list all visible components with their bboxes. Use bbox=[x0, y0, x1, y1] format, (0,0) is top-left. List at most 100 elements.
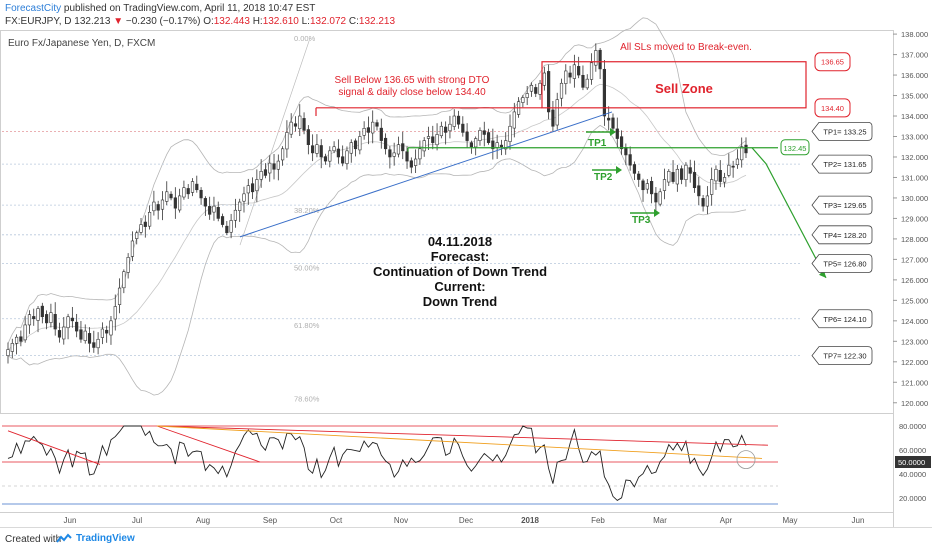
upper-band bbox=[7, 17, 747, 344]
level-tag-box bbox=[814, 98, 851, 118]
price-tick-label: 132.000 bbox=[901, 153, 928, 162]
candle-body bbox=[255, 179, 259, 192]
candle-body bbox=[199, 189, 203, 199]
candle-body bbox=[624, 147, 628, 156]
candle-body bbox=[619, 136, 624, 150]
price-axis[interactable]: 138.000 137.000 136.000 135.000 134.000 133.0… bbox=[893, 30, 928, 408]
drawings-back: 0.00% 38.20% 50.00% 61.80% 78.60% bbox=[2, 34, 800, 404]
ohlc-line: FX:EURJPY, D 132.213 ▼ −0.230 (−0.17%) O… bbox=[5, 16, 395, 27]
candle-body bbox=[611, 117, 615, 129]
candle-body bbox=[298, 115, 302, 130]
time-axis[interactable]: Jun Jul Aug Sep Oct Nov Dec 2018 Feb Mar Apr May Jun bbox=[0, 512, 893, 526]
candle-body bbox=[671, 172, 675, 182]
time-tick-label: Aug bbox=[196, 516, 210, 525]
candle-body bbox=[744, 144, 748, 154]
price-tick-label: 123.000 bbox=[901, 337, 928, 346]
last-price: 132.213 bbox=[74, 16, 111, 27]
forecast-arrow-line bbox=[751, 147, 827, 279]
entry-tag-text: 132.45 bbox=[784, 144, 807, 153]
osc-trendline bbox=[156, 425, 769, 446]
candle-body bbox=[529, 84, 534, 92]
candle-body bbox=[615, 128, 619, 139]
candle-body bbox=[268, 162, 272, 174]
target-tag-text: TP3= 129.65 bbox=[823, 201, 866, 210]
candle-body bbox=[45, 314, 49, 324]
high-value: 132.610 bbox=[262, 16, 299, 27]
candle-body bbox=[40, 305, 44, 318]
symbol-label: FX:EURJPY, D bbox=[5, 16, 72, 27]
candle-body bbox=[190, 181, 195, 193]
candle-body bbox=[328, 150, 332, 162]
candle-body bbox=[96, 338, 100, 349]
candle-body bbox=[147, 211, 152, 227]
candle-body bbox=[568, 72, 572, 78]
candle-body bbox=[92, 342, 96, 348]
time-tick-label: Dec bbox=[459, 516, 473, 525]
candle-body bbox=[36, 308, 40, 321]
osc-tick-label: 20.0000 bbox=[899, 494, 926, 503]
candle-body bbox=[332, 146, 336, 152]
candle-body bbox=[238, 201, 242, 211]
candle-body bbox=[135, 232, 139, 239]
target-tag-box bbox=[811, 254, 873, 273]
ascending-trendline bbox=[239, 111, 613, 238]
candle-body bbox=[401, 143, 405, 152]
sell-zone-box bbox=[541, 61, 807, 109]
candle-body bbox=[547, 71, 551, 113]
time-tick-label: Jun bbox=[64, 516, 77, 525]
candle-body bbox=[598, 49, 602, 70]
candle-body bbox=[113, 306, 117, 320]
candle-body bbox=[658, 191, 662, 205]
candle-body bbox=[461, 123, 465, 133]
candle-body bbox=[405, 151, 409, 162]
time-tick-label: Oct bbox=[330, 516, 343, 525]
tp-arrow-label: TP1 bbox=[588, 138, 607, 149]
fib-label: 0.00% bbox=[294, 34, 316, 43]
candle-body bbox=[564, 70, 568, 84]
created-with-label: Created with bbox=[5, 534, 62, 545]
fib-label: 61.80% bbox=[294, 321, 320, 330]
time-tick-label: Mar bbox=[653, 516, 667, 525]
price-tick-label: 125.000 bbox=[901, 296, 928, 305]
candle-body bbox=[444, 126, 448, 133]
candle-body bbox=[521, 97, 525, 103]
tp-arrow-head bbox=[654, 209, 660, 217]
time-tick-label: Nov bbox=[394, 516, 408, 525]
candle-body bbox=[87, 333, 92, 344]
candle-body bbox=[358, 136, 362, 151]
brand-link[interactable]: ForecastCity bbox=[5, 3, 62, 14]
candle-body bbox=[628, 154, 632, 166]
candle-body bbox=[555, 99, 559, 126]
candle-body bbox=[212, 205, 216, 213]
tradingview-link[interactable]: TradingView bbox=[76, 533, 135, 544]
osc-tick-label: 60.0000 bbox=[899, 446, 926, 455]
candle-body bbox=[680, 168, 684, 180]
forecast-text-line: Current: bbox=[434, 279, 485, 294]
candle-body bbox=[422, 140, 426, 152]
candle-body bbox=[233, 209, 238, 221]
candle-body bbox=[383, 137, 388, 150]
candle-body bbox=[319, 145, 323, 158]
publish-line: ForecastCity published on TradingView.co… bbox=[5, 3, 315, 14]
tp-arrow-label: TP3 bbox=[632, 215, 651, 226]
bollinger-bands bbox=[7, 17, 747, 396]
candle-body bbox=[607, 117, 611, 121]
candle-body bbox=[220, 216, 225, 225]
price-tick-label: 138.000 bbox=[901, 30, 928, 39]
candle-body bbox=[49, 312, 53, 323]
candle-body bbox=[559, 82, 564, 99]
candle-body bbox=[27, 314, 32, 326]
price-tick-label: 128.000 bbox=[901, 235, 928, 244]
osc-last-value-box bbox=[895, 456, 931, 468]
candle-body bbox=[156, 204, 160, 211]
forecast-text-line: Continuation of Down Trend bbox=[373, 264, 547, 279]
candle-body bbox=[375, 122, 379, 127]
osc-trendline bbox=[7, 430, 101, 465]
candle-body bbox=[139, 224, 143, 233]
price-tick-label: 129.000 bbox=[901, 214, 928, 223]
candle-body bbox=[491, 140, 495, 150]
candle-body bbox=[435, 134, 439, 146]
candle-body bbox=[538, 82, 542, 95]
candle-body bbox=[323, 156, 328, 162]
